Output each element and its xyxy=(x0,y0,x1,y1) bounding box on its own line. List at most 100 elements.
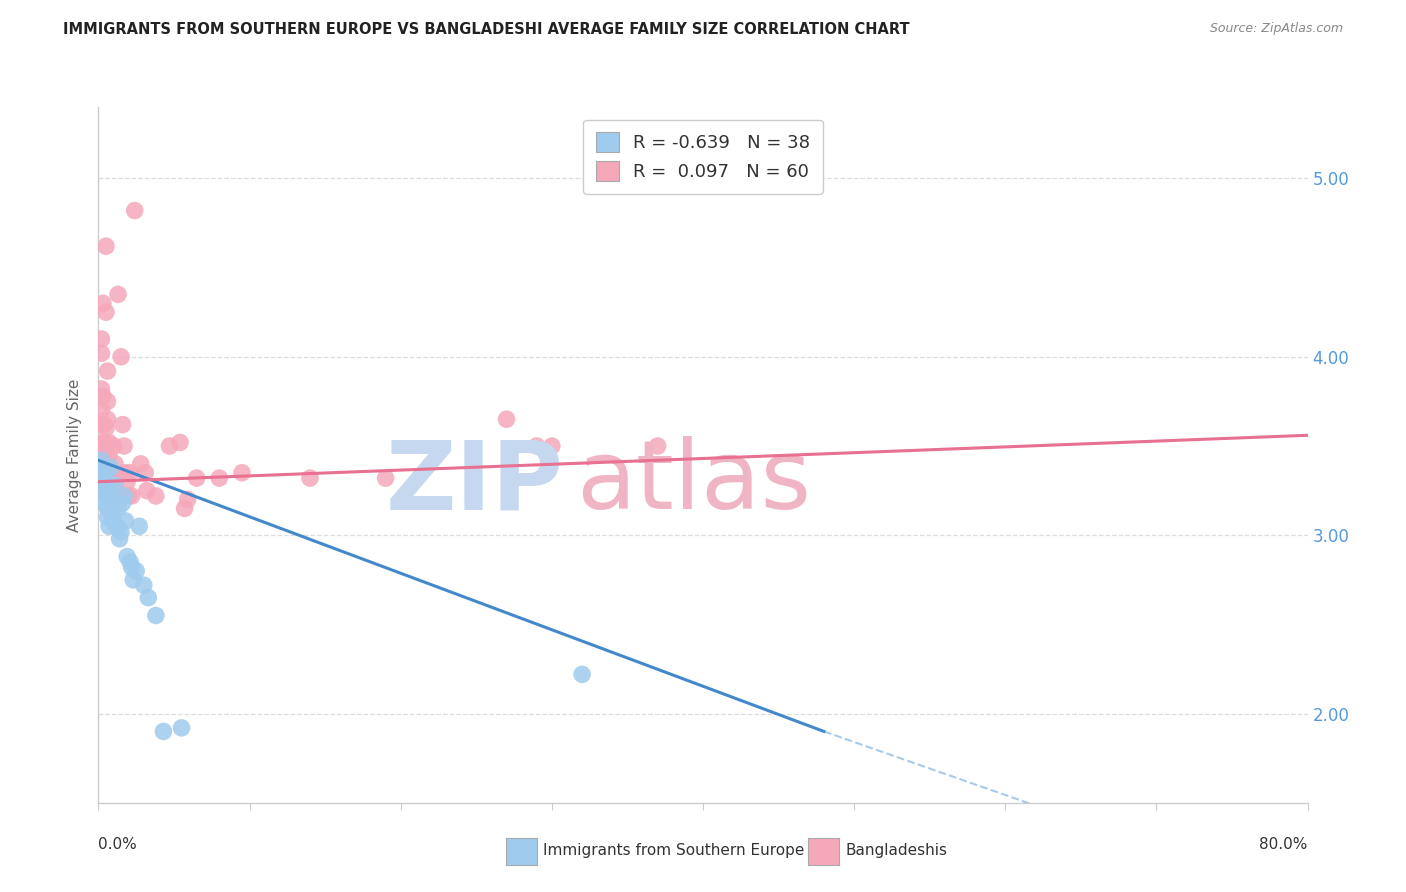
Text: 0.0%: 0.0% xyxy=(98,837,138,852)
Point xyxy=(90,382,112,396)
Point xyxy=(103,466,125,480)
Point xyxy=(122,573,145,587)
Point xyxy=(176,492,198,507)
Point xyxy=(129,457,152,471)
Point xyxy=(91,296,114,310)
Point xyxy=(571,667,593,681)
Point xyxy=(100,475,122,489)
Text: Immigrants from Southern Europe: Immigrants from Southern Europe xyxy=(543,844,804,858)
Point xyxy=(374,471,396,485)
Point xyxy=(135,483,157,498)
Point xyxy=(90,453,112,467)
Point xyxy=(94,305,117,319)
Point xyxy=(91,448,114,462)
Point xyxy=(104,478,127,492)
Point xyxy=(107,287,129,301)
Point xyxy=(96,412,118,426)
Point xyxy=(91,435,114,450)
Point xyxy=(100,492,122,507)
Point xyxy=(96,394,118,409)
Point xyxy=(299,471,322,485)
Point xyxy=(110,524,132,539)
Point xyxy=(114,466,136,480)
Point xyxy=(98,448,121,462)
Point xyxy=(94,457,117,471)
Point xyxy=(136,591,159,605)
Point xyxy=(91,460,114,475)
Point xyxy=(104,483,127,498)
Point xyxy=(101,507,124,521)
Point xyxy=(540,439,562,453)
Point xyxy=(89,466,111,480)
Point xyxy=(93,483,115,498)
Point xyxy=(108,532,131,546)
Point xyxy=(495,412,517,426)
Point xyxy=(96,510,118,524)
Point xyxy=(94,489,117,503)
Point xyxy=(100,466,122,480)
Point xyxy=(173,501,195,516)
Point xyxy=(120,466,142,480)
Point xyxy=(101,489,124,503)
Text: atlas: atlas xyxy=(576,436,811,529)
Point xyxy=(112,489,135,503)
Point xyxy=(103,496,125,510)
Point xyxy=(145,608,167,623)
Point xyxy=(93,417,115,432)
Point xyxy=(90,346,112,360)
Point xyxy=(105,519,128,533)
Point xyxy=(125,564,148,578)
Point xyxy=(526,439,548,453)
Text: ZIP: ZIP xyxy=(387,436,564,529)
Text: IMMIGRANTS FROM SOUTHERN EUROPE VS BANGLADESHI AVERAGE FAMILY SIZE CORRELATION C: IMMIGRANTS FROM SOUTHERN EUROPE VS BANGL… xyxy=(63,22,910,37)
Point xyxy=(103,439,125,453)
Point xyxy=(208,471,231,485)
Point xyxy=(103,514,125,528)
Point xyxy=(128,519,150,533)
Point xyxy=(112,439,135,453)
Point xyxy=(159,439,181,453)
Point xyxy=(98,519,121,533)
Text: Bangladeshis: Bangladeshis xyxy=(845,844,948,858)
Point xyxy=(104,457,127,471)
Point xyxy=(105,471,128,485)
Point xyxy=(91,417,114,432)
Point xyxy=(90,332,112,346)
Y-axis label: Average Family Size: Average Family Size xyxy=(67,378,83,532)
Text: Source: ZipAtlas.com: Source: ZipAtlas.com xyxy=(1209,22,1343,36)
Point xyxy=(121,489,143,503)
Legend: R = -0.639   N = 38, R =  0.097   N = 60: R = -0.639 N = 38, R = 0.097 N = 60 xyxy=(583,120,823,194)
Point xyxy=(91,473,114,487)
Point xyxy=(98,483,121,498)
Point xyxy=(90,403,112,417)
Point xyxy=(152,724,174,739)
Point xyxy=(134,466,156,480)
Point xyxy=(96,501,118,516)
Point xyxy=(124,203,146,218)
Point xyxy=(90,460,112,475)
Point xyxy=(120,555,142,569)
Point xyxy=(94,239,117,253)
Point xyxy=(89,478,111,492)
Point xyxy=(107,501,129,516)
Point xyxy=(100,460,122,475)
Point xyxy=(647,439,669,453)
Point xyxy=(110,350,132,364)
Point xyxy=(118,489,141,503)
Point xyxy=(115,475,138,489)
Text: 80.0%: 80.0% xyxy=(1260,837,1308,852)
Point xyxy=(186,471,208,485)
Point xyxy=(114,514,136,528)
Point xyxy=(170,721,193,735)
Point xyxy=(169,435,191,450)
Point xyxy=(231,466,253,480)
Point xyxy=(121,560,143,574)
Point xyxy=(96,364,118,378)
Point xyxy=(94,421,117,435)
Point xyxy=(94,439,117,453)
Point xyxy=(93,466,115,480)
Point xyxy=(111,417,134,432)
Point xyxy=(93,496,115,510)
Point xyxy=(94,466,117,480)
Point xyxy=(98,435,121,450)
